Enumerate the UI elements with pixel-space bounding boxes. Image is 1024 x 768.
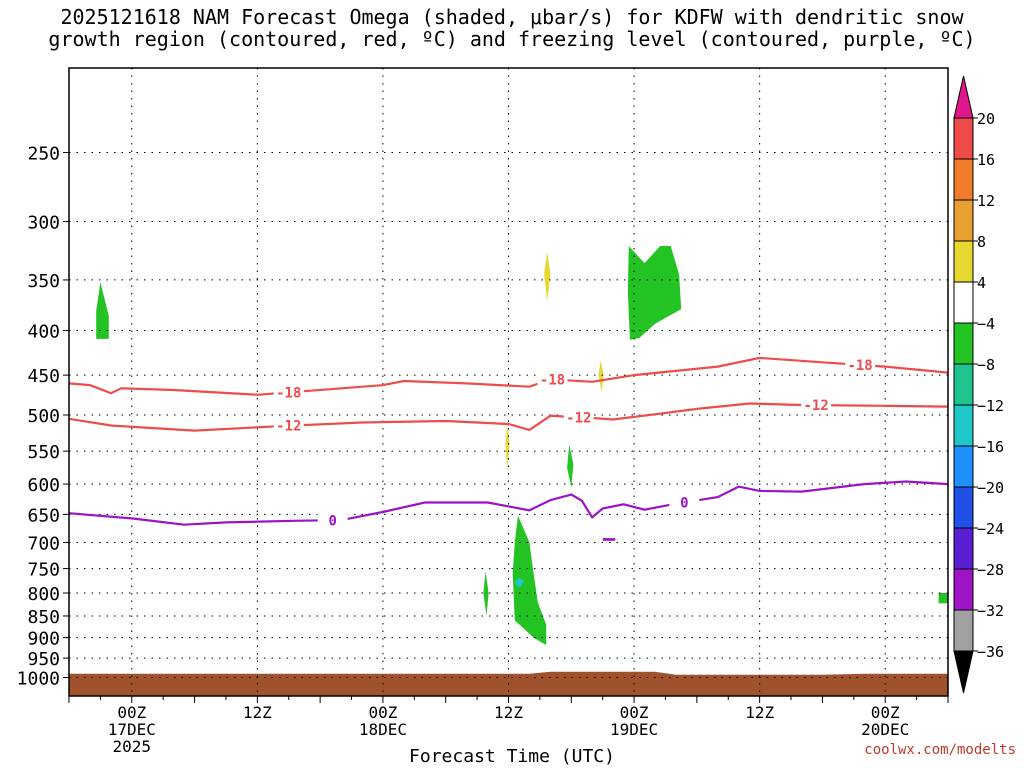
y-tick-label: 850 <box>27 607 60 628</box>
colorbar-swatch <box>953 486 974 529</box>
y-tick-label: 800 <box>27 584 60 605</box>
colorbar-label: −4 <box>977 315 995 333</box>
colorbar-swatch <box>953 404 974 447</box>
omega-cell <box>96 282 109 339</box>
plot-area <box>69 68 948 696</box>
x-tick-label: 20DEC <box>861 720 909 739</box>
y-tick-label: 250 <box>27 144 60 165</box>
colorbar-label: −36 <box>977 643 1004 661</box>
omega-cell <box>627 246 682 340</box>
y-tick-label: 950 <box>27 649 60 670</box>
x-tick-label: 12Z <box>243 703 272 722</box>
y-tick-label: 400 <box>27 322 60 343</box>
contour-label-bg <box>273 416 304 434</box>
credit-link[interactable]: coolwx.com/modelts <box>864 742 1016 758</box>
contour-label-bg <box>845 355 876 373</box>
y-tick-label: 300 <box>27 213 60 234</box>
colorbar-swatch <box>953 527 974 570</box>
x-tick-label: 00Z <box>620 703 649 722</box>
y-tick-label: 450 <box>27 366 60 387</box>
y-tick-label: 750 <box>27 560 60 581</box>
colorbar-swatch <box>953 568 974 611</box>
colorbar-swatch <box>953 199 974 242</box>
colorbar-under-triangle <box>953 650 974 694</box>
contour-label-bg <box>801 396 832 414</box>
x-tick-label: 17DEC <box>108 720 156 739</box>
contour-label-bg <box>317 511 348 529</box>
y-tick-label: 650 <box>27 505 60 526</box>
contour-label: 0 <box>680 495 688 511</box>
omega-cell <box>514 577 525 589</box>
x-tick-label: 19DEC <box>610 720 658 739</box>
colorbar-label: −24 <box>977 520 1004 538</box>
y-tick-label: 550 <box>27 442 60 463</box>
colorbar-swatch <box>953 322 974 365</box>
colorbar-label: −8 <box>977 356 995 374</box>
omega-cell <box>512 515 547 646</box>
colorbar-label: −32 <box>977 602 1004 620</box>
contour-label-bg <box>563 408 594 426</box>
omega-cell <box>567 444 574 488</box>
omega-cell <box>598 360 604 392</box>
title-line-1: 2025121618 NAM Forecast Omega (shaded, μ… <box>60 5 964 29</box>
colorbar-label: −12 <box>977 397 1004 415</box>
colorbar-label: −20 <box>977 479 1004 497</box>
omega-cell <box>938 593 948 604</box>
contour-label: -12 <box>276 419 301 435</box>
contour-label: -12 <box>804 398 829 414</box>
x-tick-label: 00Z <box>368 703 397 722</box>
contour-label: 0 <box>328 513 336 529</box>
omega-cell <box>505 424 510 470</box>
y-tick-label: 500 <box>27 406 60 427</box>
y-tick-label: 350 <box>27 271 60 292</box>
colorbar-swatch <box>953 117 974 160</box>
chart-title: 2025121618 NAM Forecast Omega (shaded, μ… <box>0 6 1024 50</box>
colorbar-over-triangle <box>953 75 974 119</box>
x-tick-label: 12Z <box>745 703 774 722</box>
contour-label: -12 <box>566 410 591 426</box>
contour-label: -18 <box>276 385 301 401</box>
y-tick-label: 600 <box>27 475 60 496</box>
colorbar-label: −28 <box>977 561 1004 579</box>
omega-cell <box>544 251 551 301</box>
contour-line <box>68 480 949 526</box>
omega-cell <box>483 571 489 616</box>
x-tick-label: 2025 <box>113 737 152 756</box>
omega-cell <box>602 538 616 541</box>
colorbar-label: 8 <box>977 233 986 251</box>
contour-label-bg <box>537 370 568 388</box>
x-tick-label: 12Z <box>494 703 523 722</box>
y-tick-label: 1000 <box>17 669 60 690</box>
colorbar-swatch <box>953 445 974 488</box>
contour-label: -18 <box>847 358 872 374</box>
y-tick-label: 900 <box>27 629 60 650</box>
colorbar-swatch <box>953 609 974 652</box>
y-tick-label: 700 <box>27 533 60 554</box>
x-tick-label: 00Z <box>871 703 900 722</box>
colorbar-label: 20 <box>977 110 995 128</box>
colorbar-swatch <box>953 158 974 201</box>
colorbar-label: 16 <box>977 151 995 169</box>
plot-frame <box>68 67 949 697</box>
title-line-2: growth region (contoured, red, ºC) and f… <box>48 27 976 51</box>
colorbar-swatch <box>953 240 974 283</box>
contour-label-bg <box>273 383 304 401</box>
colorbar-label: 12 <box>977 192 995 210</box>
colorbar-swatch <box>953 281 974 324</box>
contour-line <box>68 356 949 396</box>
x-tick-label: 18DEC <box>359 720 407 739</box>
x-tick-label: 00Z <box>117 703 146 722</box>
contour-label: -18 <box>540 372 565 388</box>
colorbar-swatch <box>953 363 974 406</box>
colorbar-label: −16 <box>977 438 1004 456</box>
contour-label-bg <box>669 493 700 511</box>
contour-line <box>68 402 949 432</box>
colorbar-label: 4 <box>977 274 986 292</box>
